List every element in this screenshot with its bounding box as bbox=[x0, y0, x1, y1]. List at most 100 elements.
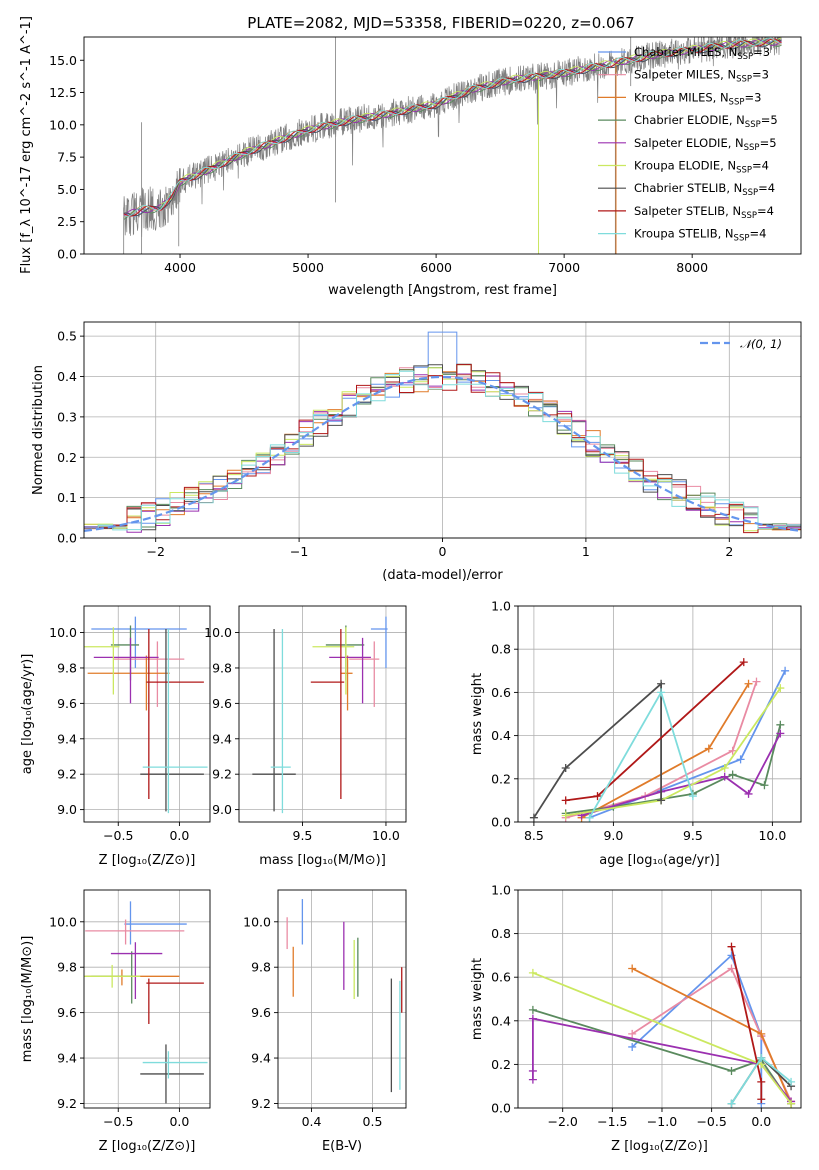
weight-point bbox=[776, 729, 785, 738]
legend-label-text: Chabrier MILES, N bbox=[634, 45, 737, 59]
error-bar-marker bbox=[329, 637, 371, 704]
error-bar-marker bbox=[124, 901, 187, 945]
legend: 𝒩(0, 1) bbox=[700, 337, 782, 351]
y-tick-label: 0.0 bbox=[57, 247, 77, 262]
weight-point bbox=[727, 964, 736, 973]
axes-frame bbox=[83, 605, 211, 823]
y-tick-label: 9.4 bbox=[251, 1051, 271, 1066]
model-spectrum bbox=[123, 38, 782, 217]
weight-point bbox=[528, 1066, 537, 1075]
y-axis-label: Normed distribution bbox=[31, 365, 46, 495]
y-axis-label: age [log₁₀(age/yr)] bbox=[20, 654, 35, 775]
legend-label: Salpeter ELODIE, NSSP=5 bbox=[634, 136, 777, 153]
y-tick-label: 0.6 bbox=[491, 970, 511, 985]
weight-point bbox=[757, 1095, 766, 1104]
legend-label-sub: SSP bbox=[736, 166, 752, 176]
x-tick-label: 5000 bbox=[292, 260, 324, 275]
error-bar-marker bbox=[252, 629, 296, 812]
weight-vs-metallicity-panel: −2.0 −1.5 −1.0 −0.5 0.0 0.0 0.2 0.4 0.6 0.8 1.0 Z [… bbox=[470, 883, 802, 1154]
x-axis-label: mass [log₁₀(M/M⊙)] bbox=[259, 853, 386, 868]
grid-lines bbox=[278, 890, 406, 1108]
error-bar-marker bbox=[310, 629, 345, 799]
y-tick-label: 9.0 bbox=[212, 802, 232, 817]
weight-line bbox=[565, 724, 782, 815]
weight-line bbox=[565, 687, 782, 817]
y-tick-label: 0.8 bbox=[491, 926, 511, 941]
error-bar-marker bbox=[325, 625, 365, 681]
error-bar-marker bbox=[370, 616, 388, 668]
legend-label-text: Salpeter STELIB, N bbox=[634, 204, 741, 218]
weight-point bbox=[781, 666, 790, 675]
grid-lines bbox=[84, 890, 210, 1108]
weight-point bbox=[561, 796, 570, 805]
weight-point bbox=[585, 813, 594, 822]
legend-label: Kroupa MILES, NSSP=3 bbox=[634, 90, 761, 107]
axes-frame bbox=[83, 36, 802, 255]
y-tick-label: 9.2 bbox=[212, 767, 232, 782]
error-bar-marker bbox=[93, 637, 159, 704]
legend-label-suffix: =3 bbox=[753, 45, 770, 59]
legend-label-suffix: =4 bbox=[749, 227, 766, 241]
y-tick-label: 9.2 bbox=[251, 1096, 271, 1111]
x-axis-label: (data-model)/error bbox=[382, 568, 503, 583]
error-bar-marker bbox=[312, 627, 355, 695]
y-tick-label: 0.2 bbox=[491, 771, 511, 786]
weight-point bbox=[727, 1066, 736, 1075]
weight-point bbox=[757, 1077, 766, 1086]
legend-label: Chabrier ELODIE, NSSP=5 bbox=[634, 113, 778, 130]
x-axis-label: wavelength [Angstrom, rest frame] bbox=[328, 283, 557, 298]
grid-lines bbox=[84, 606, 210, 822]
x-tick-label: 0.0 bbox=[169, 1114, 189, 1129]
y-tick-label: 0.2 bbox=[491, 1057, 511, 1072]
x-tick-label: −1.5 bbox=[597, 1114, 627, 1129]
weight-point bbox=[628, 964, 637, 973]
legend-label: Kroupa ELODIE, NSSP=4 bbox=[634, 159, 769, 176]
y-tick-label: 10.0 bbox=[49, 625, 77, 640]
legend-label-sub: SSP bbox=[741, 211, 757, 221]
y-axis-label: mass weight bbox=[470, 958, 485, 1040]
mass-vs-metallicity-panel: −0.5 0.0 9.2 9.4 9.6 9.8 10.0 Z [log₁₀(Z/Z⊙)] ma… bbox=[20, 889, 211, 1154]
y-tick-label: 5.0 bbox=[57, 182, 77, 197]
x-tick-label: 10.0 bbox=[372, 828, 400, 843]
axes-frame bbox=[83, 321, 802, 539]
y-tick-label: 9.4 bbox=[57, 731, 77, 746]
error-bar-marker bbox=[140, 629, 204, 812]
y-tick-label: 9.4 bbox=[57, 1051, 77, 1066]
y-tick-label: 9.8 bbox=[57, 960, 77, 975]
error-bar-marker bbox=[349, 641, 380, 707]
grid-lines bbox=[518, 889, 801, 1109]
error-bar-marker bbox=[142, 1051, 208, 1079]
legend-label-sub: SSP bbox=[737, 52, 753, 62]
weight-point bbox=[728, 746, 737, 755]
model-spectrum bbox=[123, 37, 782, 217]
y-tick-label: 9.6 bbox=[57, 696, 77, 711]
error-bar-marker bbox=[146, 978, 204, 1024]
y-tick-label: 10.0 bbox=[243, 914, 271, 929]
error-bar-marker bbox=[87, 655, 170, 711]
legend-label-suffix: =4 bbox=[757, 204, 774, 218]
x-tick-label: 0.5 bbox=[363, 1114, 383, 1129]
legend-label: Kroupa STELIB, NSSP=4 bbox=[634, 227, 766, 244]
weight-line bbox=[581, 732, 782, 817]
weight-point bbox=[528, 1005, 537, 1014]
weight-point bbox=[776, 684, 785, 693]
x-axis-label: Z [log₁₀(Z/Z⊙)] bbox=[99, 1139, 196, 1154]
legend-label-sub: SSP bbox=[736, 75, 752, 85]
x-tick-label: 8.5 bbox=[524, 828, 544, 843]
y-tick-label: 9.2 bbox=[57, 1096, 77, 1111]
legend-label-text: Kroupa MILES, N bbox=[634, 90, 729, 104]
weight-line bbox=[565, 681, 758, 819]
axes-frame bbox=[517, 605, 802, 823]
weight-line bbox=[565, 661, 745, 802]
legend-label-suffix: =4 bbox=[752, 159, 769, 173]
x-tick-label: 10.0 bbox=[758, 828, 786, 843]
chart-title: PLATE=2082, MJD=53358, FIBERID=0220, z=0… bbox=[247, 14, 634, 32]
y-tick-label: 9.8 bbox=[212, 660, 232, 675]
residual-histogram bbox=[84, 364, 801, 532]
plot-area bbox=[252, 616, 388, 814]
weight-point bbox=[720, 764, 729, 772]
y-tick-label: 9.4 bbox=[212, 731, 232, 746]
y-tick-label: 15.0 bbox=[49, 53, 77, 68]
weight-vs-age-panel: 8.5 9.0 9.5 10.0 0.0 0.2 0.4 0.6 0.8 1.0 age [log₁… bbox=[470, 599, 802, 868]
